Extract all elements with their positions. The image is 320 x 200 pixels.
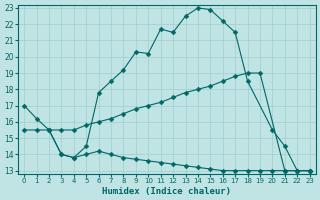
X-axis label: Humidex (Indice chaleur): Humidex (Indice chaleur) bbox=[102, 187, 231, 196]
